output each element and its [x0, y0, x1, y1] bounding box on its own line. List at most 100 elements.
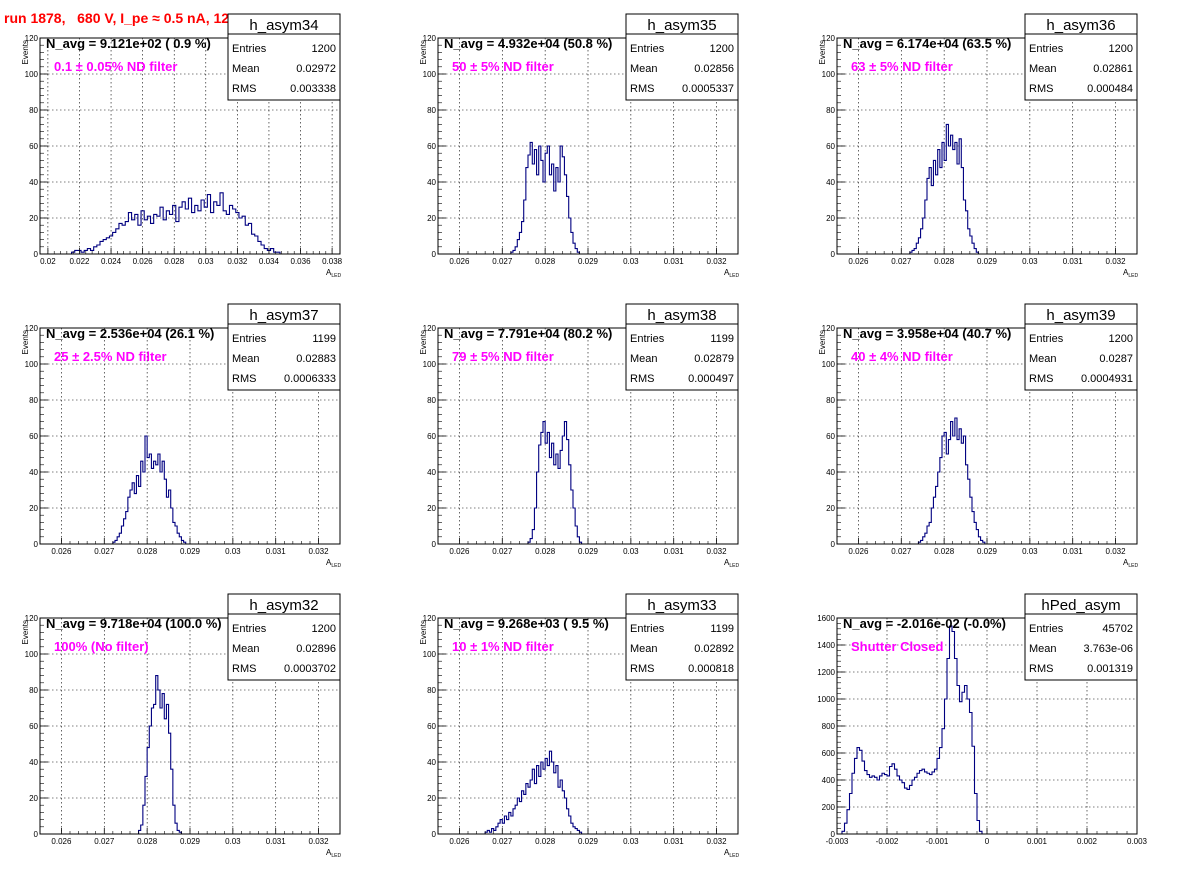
- stats-label: Mean: [232, 353, 260, 365]
- navg-label: N_avg = 7.791e+04 (80.2 %): [444, 326, 612, 341]
- y-tick-label: 400: [822, 776, 836, 785]
- x-tick-label: 0.026: [51, 547, 72, 556]
- x-tick-label: 0.036: [291, 257, 312, 266]
- x-tick-label: 0.027: [492, 837, 513, 846]
- stats-title: h_asym37: [249, 307, 318, 324]
- y-tick-label: 20: [427, 504, 436, 513]
- x-tick-label: 0.032: [227, 257, 248, 266]
- x-tick-label: 0.03: [1022, 257, 1038, 266]
- y-tick-label: 20: [29, 794, 38, 803]
- x-tick-label: 0.028: [535, 257, 556, 266]
- stats-label: Mean: [630, 353, 658, 365]
- y-tick-label: 120: [822, 34, 836, 43]
- stats-value: 1199: [312, 333, 336, 345]
- x-tick-label: 0.029: [578, 547, 599, 556]
- filter-annotation: Shutter Closed: [851, 639, 944, 654]
- x-tick-label: 0.028: [535, 547, 556, 556]
- navg-label: N_avg = -2.016e-02 (-0.0%): [843, 616, 1006, 631]
- stats-value: 0.0005337: [682, 83, 734, 95]
- y-tick-label: 20: [427, 214, 436, 223]
- stats-value: 0.000818: [688, 663, 734, 675]
- y-tick-label: 120: [25, 614, 39, 623]
- y-axis-title: Events: [818, 330, 827, 354]
- x-tick-label: 0.032: [1106, 257, 1127, 266]
- y-tick-label: 120: [25, 324, 39, 333]
- histogram-series: [917, 417, 986, 544]
- filter-annotation: 100% (No filter): [54, 639, 149, 654]
- y-tick-label: 80: [427, 106, 436, 115]
- y-axis-title: Events: [21, 620, 30, 644]
- x-tick-label: 0.031: [266, 547, 287, 556]
- x-tick-label: 0.03: [225, 837, 241, 846]
- stats-value: 1200: [1109, 333, 1133, 345]
- y-tick-label: 20: [427, 794, 436, 803]
- y-tick-label: 120: [423, 614, 437, 623]
- stats-value: 0.000497: [688, 373, 734, 385]
- stats-title: h_asym32: [249, 597, 318, 614]
- x-axis-title: ALED: [1123, 268, 1138, 279]
- y-tick-label: 40: [29, 758, 38, 767]
- stats-value: 0.02896: [296, 643, 336, 655]
- x-tick-label: 0.026: [848, 547, 869, 556]
- stats-label: Entries: [630, 623, 665, 635]
- y-tick-label: 100: [25, 70, 39, 79]
- stats-value: 0.02861: [1093, 63, 1133, 75]
- stats-label: Entries: [1029, 333, 1064, 345]
- x-tick-label: 0.029: [977, 257, 998, 266]
- navg-label: N_avg = 6.174e+04 (63.5 %): [843, 36, 1011, 51]
- histogram-panel-h_asym35: 0.026 0.027 0.028 0.029 0.03 0.031 0.032 0 20 40 6…: [419, 13, 739, 279]
- y-axis-title: Events: [818, 40, 827, 64]
- filter-annotation: 40 ± 4% ND filter: [851, 349, 953, 364]
- stats-box: [625, 303, 739, 391]
- stats-label: Mean: [1029, 63, 1057, 75]
- x-tick-label: 0.03: [225, 547, 241, 556]
- x-tick-label: -0.001: [926, 837, 949, 846]
- stats-title: h_asym39: [1046, 307, 1115, 324]
- x-tick-label: 0.032: [707, 837, 728, 846]
- y-tick-label: 80: [29, 686, 38, 695]
- x-tick-label: 0.022: [69, 257, 90, 266]
- navg-label: N_avg = 2.536e+04 (26.1 %): [46, 326, 214, 341]
- x-axis-title: ALED: [724, 268, 739, 279]
- x-tick-label: 0.03: [198, 257, 214, 266]
- filter-annotation: 79 ± 5% ND filter: [452, 349, 554, 364]
- stats-value: 1199: [710, 333, 734, 345]
- x-tick-label: 0.001: [1027, 837, 1048, 846]
- x-tick-label: 0.038: [322, 257, 343, 266]
- navg-label: N_avg = 9.268e+03 ( 9.5 %): [444, 616, 609, 631]
- y-axis-title: Events: [419, 620, 428, 644]
- x-tick-label: 0.03: [1022, 547, 1038, 556]
- y-tick-label: 200: [822, 803, 836, 812]
- y-tick-label: 80: [826, 106, 835, 115]
- navg-label: N_avg = 9.121e+02 ( 0.9 %): [46, 36, 211, 51]
- x-tick-label: 0.028: [535, 837, 556, 846]
- x-tick-label: 0.027: [492, 257, 513, 266]
- stats-box: [227, 593, 341, 681]
- y-tick-label: 600: [822, 749, 836, 758]
- stats-value: 1200: [312, 43, 336, 55]
- stats-label: Entries: [232, 623, 267, 635]
- x-tick-label: 0.028: [137, 547, 158, 556]
- stats-label: Mean: [232, 643, 260, 655]
- x-tick-label: -0.003: [826, 837, 849, 846]
- x-tick-label: 0.032: [707, 257, 728, 266]
- stats-box: [625, 593, 739, 681]
- histogram-series: [71, 192, 281, 254]
- stats-label: Entries: [1029, 43, 1064, 55]
- y-tick-label: 100: [423, 650, 437, 659]
- y-tick-label: 0: [432, 830, 437, 839]
- y-tick-label: 800: [822, 722, 836, 731]
- stats-title: h_asym36: [1046, 17, 1115, 34]
- y-tick-label: 120: [423, 324, 437, 333]
- x-tick-label: 0.02: [40, 257, 56, 266]
- x-tick-label: 0: [985, 837, 990, 846]
- stats-title: hPed_asym: [1041, 597, 1120, 614]
- stats-value: 1200: [1109, 43, 1133, 55]
- x-tick-label: 0.026: [51, 837, 72, 846]
- x-tick-label: 0.03: [623, 257, 639, 266]
- histogram-panel-h_asym34: 0.02 0.022 0.024 0.026 0.028 0.03 0.032 0.034 0.…: [21, 13, 343, 279]
- y-tick-label: 60: [826, 432, 835, 441]
- stats-label: Mean: [630, 63, 658, 75]
- x-tick-label: 0.029: [578, 257, 599, 266]
- stats-label: Entries: [1029, 623, 1064, 635]
